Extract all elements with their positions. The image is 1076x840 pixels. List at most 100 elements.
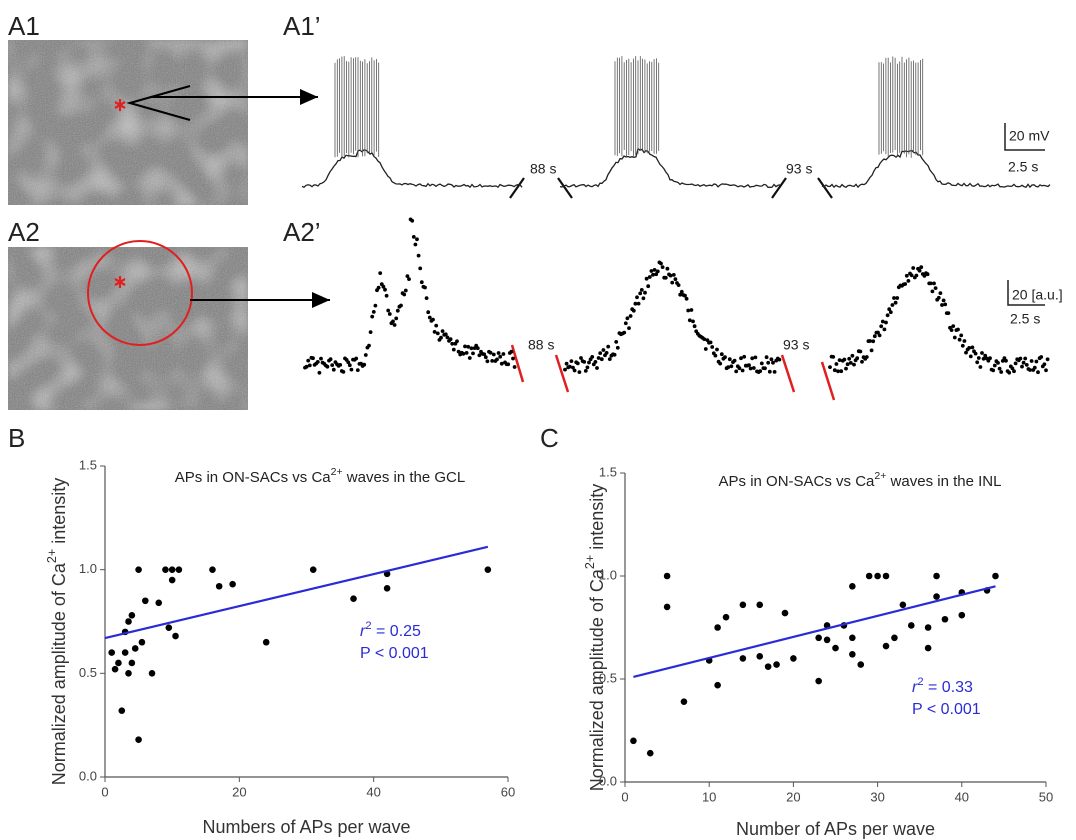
calcium-dot [967, 346, 972, 350]
calcium-dot [980, 351, 984, 355]
calcium-dot [450, 341, 455, 346]
x-tick-label: 20 [232, 784, 246, 799]
calcium-dot [869, 348, 874, 353]
point [484, 566, 492, 573]
calcium-dot [461, 351, 466, 356]
text-part: waves in the INL [886, 473, 1001, 490]
calcium-dot [860, 359, 864, 364]
calcium-dot [879, 324, 884, 329]
scale-label: 20 [a.u.] [1012, 287, 1063, 303]
calcium-dot [644, 276, 649, 281]
calcium-dot [764, 355, 769, 360]
calcium-dot [739, 356, 743, 361]
calcium-dot [415, 237, 419, 242]
point [165, 624, 173, 632]
panel-label: A1’ [283, 11, 321, 41]
point [108, 649, 116, 656]
x-tick-label: 30 [870, 789, 884, 804]
point [162, 566, 169, 573]
point [992, 572, 999, 580]
spikes [878, 56, 924, 158]
calcium-dot [445, 335, 450, 340]
calcium-dot [1013, 361, 1018, 366]
calcium-dot [341, 370, 346, 374]
voltage-trace [559, 147, 781, 188]
calcium-dot [598, 351, 603, 355]
calcium-dot [399, 303, 403, 308]
panel-label: A1 [8, 11, 40, 41]
point [128, 659, 136, 667]
traces [301, 56, 1051, 375]
y-axis-label: Normalized amplitude of Ca2+ intensity [45, 478, 68, 786]
calcium-dot [1039, 355, 1044, 359]
calcium-dot [968, 354, 973, 359]
calcium-dot [440, 329, 445, 333]
point [680, 698, 688, 705]
calcium-dot [606, 344, 611, 349]
calcium-dot [763, 366, 767, 371]
calcium-dot [371, 310, 376, 314]
calcium-dot [1021, 360, 1026, 365]
calcium-dot [307, 363, 312, 368]
calcium-dot [1032, 365, 1037, 370]
calcium-dot [676, 283, 681, 287]
calcium-dot [715, 347, 719, 352]
calcium-dot [499, 361, 504, 366]
calcium-dot [338, 363, 343, 367]
calcium-dot [407, 277, 411, 281]
point [790, 655, 797, 662]
calcium-dot [631, 308, 636, 313]
calcium-dot [1028, 368, 1032, 372]
calcium-dot [855, 356, 860, 361]
point [138, 638, 146, 646]
calcium-dot [432, 330, 437, 334]
calcium-dot [572, 368, 577, 373]
point [773, 661, 780, 668]
calcium-dot [582, 360, 587, 364]
calcium-dot [439, 335, 443, 340]
calcium-dot [571, 365, 575, 370]
calcium-dot [973, 351, 978, 356]
calcium-dot [892, 296, 896, 300]
calcium-dot [679, 289, 684, 294]
calcium-dot [583, 369, 588, 373]
calcium-dot [691, 319, 695, 324]
calcium-dot [448, 337, 453, 342]
annotation: P < 0.001 [912, 701, 981, 718]
calcium-dot [726, 365, 731, 370]
calcium-dot [941, 298, 946, 303]
point [849, 634, 856, 642]
calcium-dot [988, 356, 992, 361]
calcium-dot [928, 281, 933, 286]
calcium-dot [483, 355, 488, 360]
point [215, 582, 223, 590]
calcium-dot [904, 273, 909, 278]
calcium-dot [692, 324, 697, 329]
point [128, 611, 136, 619]
scale-label: 2.5 s [1010, 311, 1040, 327]
calcium-dot [769, 357, 774, 362]
point [229, 580, 236, 588]
point [891, 634, 898, 642]
calcium-dot [852, 362, 856, 367]
point [168, 576, 176, 584]
point [172, 632, 179, 640]
calcium-dot [890, 303, 895, 307]
calcium-dot [976, 356, 981, 360]
x-tick-label: 0 [101, 784, 108, 799]
calcium-dot [456, 349, 461, 354]
voltage-trace [821, 149, 1051, 189]
point [823, 636, 831, 644]
calcium-dot [903, 282, 908, 286]
calcium-dot [906, 279, 911, 283]
calcium-dot [936, 295, 941, 300]
calcium-dot [673, 277, 678, 282]
calcium-dot [469, 346, 474, 351]
panel-label: C [540, 423, 559, 453]
calcium-dot [599, 357, 604, 362]
point [739, 655, 747, 662]
point [175, 566, 183, 573]
calcium-dot [614, 340, 619, 344]
calcium-dot [579, 356, 583, 360]
